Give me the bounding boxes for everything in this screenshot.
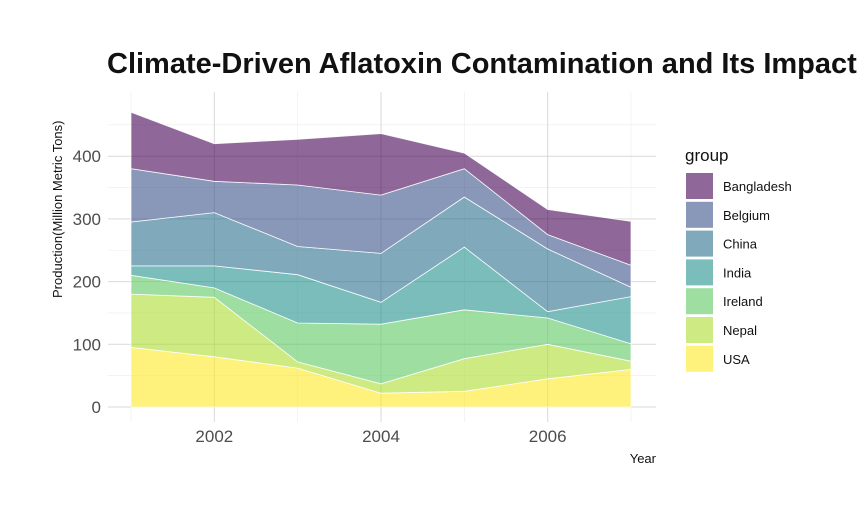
legend-swatch-india: [686, 259, 713, 286]
legend-label-india: India: [723, 265, 752, 280]
legend-label-china: China: [723, 237, 758, 252]
plot-area: 0 100 200 300 400 2002 2004 2006: [73, 92, 656, 446]
y-tick-label: 200: [73, 273, 101, 292]
legend-label-usa: USA: [723, 352, 750, 367]
legend-label-bangladesh: Bangladesh: [723, 179, 792, 194]
legend-label-ireland: Ireland: [723, 294, 763, 309]
x-tick-label: 2004: [362, 427, 400, 446]
legend-swatch-belgium: [686, 201, 713, 228]
area-bangladesh: [130, 111, 632, 266]
legend-label-belgium: Belgium: [723, 208, 770, 223]
x-tick-label: 2006: [529, 427, 567, 446]
y-tick-label: 0: [92, 398, 101, 417]
y-tick-label: 400: [73, 147, 101, 166]
x-tick-label: 2002: [195, 427, 233, 446]
legend-label-nepal: Nepal: [723, 323, 757, 338]
legend-swatch-china: [686, 230, 713, 257]
chart-title: Climate-Driven Aflatoxin Contamination a…: [107, 48, 857, 80]
legend-swatch-usa: [686, 345, 713, 372]
y-axis-label: Production(Million Metric Tons): [50, 121, 65, 299]
legend: Bangladesh Belgium China India Ireland Nepal U…: [686, 173, 792, 372]
y-tick-label: 100: [73, 335, 101, 354]
legend-swatch-ireland: [686, 288, 713, 315]
x-axis-label: Year: [630, 451, 657, 466]
y-tick-label: 300: [73, 210, 101, 229]
legend-swatch-nepal: [686, 317, 713, 343]
legend-swatch-bangladesh: [686, 173, 713, 199]
legend-title: group: [685, 146, 728, 165]
